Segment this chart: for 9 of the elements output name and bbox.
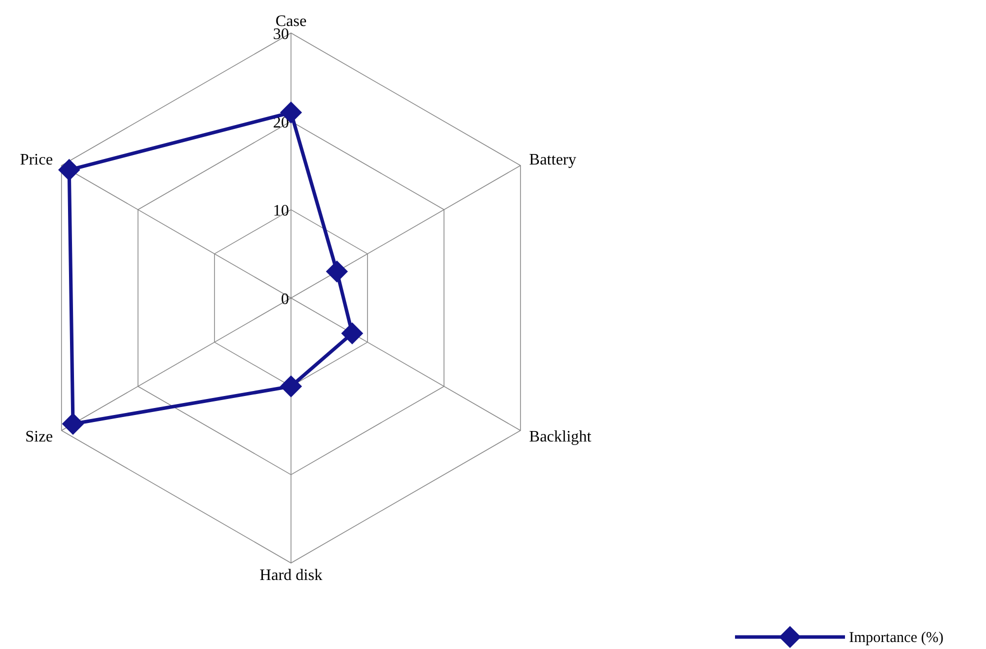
spoke-label: Price bbox=[20, 152, 53, 168]
spoke-label: Backlight bbox=[529, 428, 592, 446]
spoke-label: Hard disk bbox=[260, 567, 322, 584]
y-tick-label: 30 bbox=[273, 26, 289, 43]
y-tick-label: 0 bbox=[281, 291, 289, 308]
text: Importance (%) bbox=[849, 630, 944, 646]
spoke-label: Battery bbox=[529, 152, 576, 168]
spoke-label: Size bbox=[25, 428, 53, 446]
y-tick-label: 10 bbox=[273, 202, 289, 220]
